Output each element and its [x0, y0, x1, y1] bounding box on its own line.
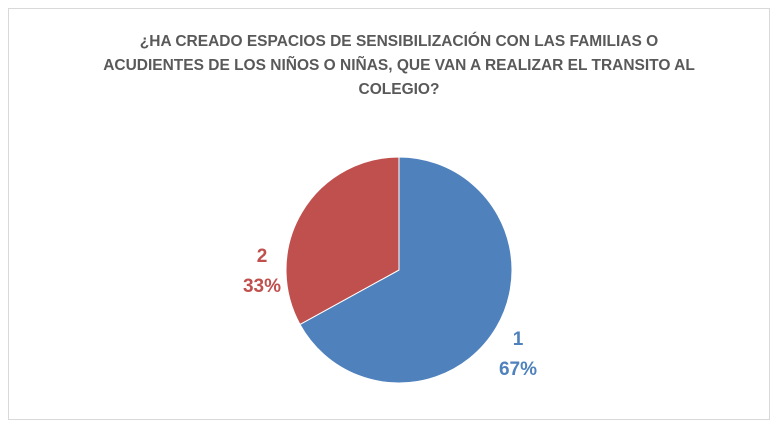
pie-slice: [299, 156, 513, 384]
chart-frame: [8, 8, 770, 420]
slice-value-label: 67%: [499, 359, 537, 380]
chart-title: ¿HA CREADO ESPACIOS DE SENSIBILIZACIÓN C…: [103, 33, 695, 98]
slice-category-label: 2: [257, 246, 268, 267]
slice-category-label: 1: [513, 329, 524, 350]
slice-value-label: 33%: [243, 276, 281, 297]
pie-slice: [285, 156, 400, 326]
